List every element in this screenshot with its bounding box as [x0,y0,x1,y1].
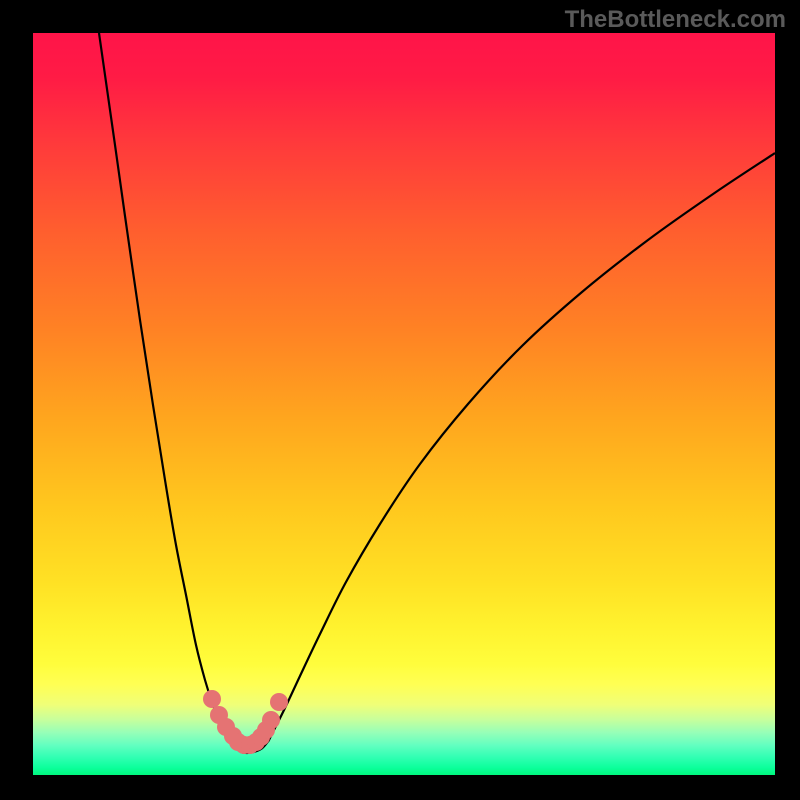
data-marker [203,690,221,708]
data-marker [270,693,288,711]
plot-area [0,0,800,800]
gradient-background [33,33,775,775]
data-marker [262,711,280,729]
watermark-text: TheBottleneck.com [565,6,786,34]
chart-container: TheBottleneck.com [0,0,800,800]
